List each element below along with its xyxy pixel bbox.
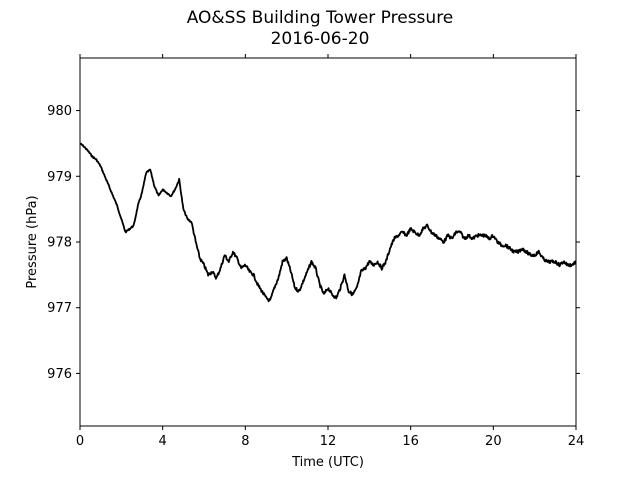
y-axis-ticks: 976 977 978 979 980 bbox=[47, 104, 580, 382]
x-tick-label: 24 bbox=[568, 434, 585, 449]
x-axis-ticks: 0 4 8 12 16 20 24 bbox=[76, 54, 584, 449]
chart-subtitle: 2016-06-20 bbox=[270, 29, 370, 49]
x-tick-label: 12 bbox=[320, 434, 337, 449]
y-tick-label: 977 bbox=[47, 301, 72, 316]
x-tick-label: 20 bbox=[485, 434, 502, 449]
y-axis-label: Pressure (hPa) bbox=[25, 195, 40, 288]
x-tick-label: 4 bbox=[159, 434, 167, 449]
y-tick-label: 980 bbox=[47, 104, 72, 119]
x-tick-label: 16 bbox=[402, 434, 419, 449]
x-tick-label: 0 bbox=[76, 434, 84, 449]
y-tick-label: 976 bbox=[47, 367, 72, 382]
x-tick-label: 8 bbox=[241, 434, 249, 449]
y-tick-label: 978 bbox=[47, 236, 72, 251]
chart-title: AO&SS Building Tower Pressure bbox=[186, 8, 454, 28]
pressure-series-line bbox=[79, 142, 577, 303]
y-tick-label: 979 bbox=[47, 170, 72, 185]
plot-area-frame bbox=[79, 57, 577, 427]
x-axis-label: Time (UTC) bbox=[291, 455, 364, 470]
